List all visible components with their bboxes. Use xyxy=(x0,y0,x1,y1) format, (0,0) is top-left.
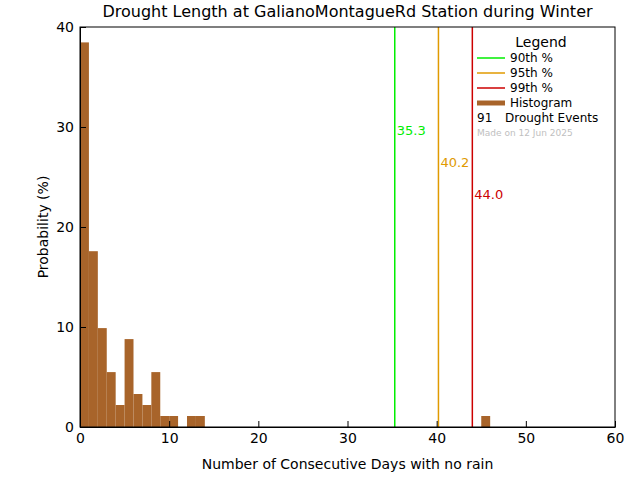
x-tick: 50 xyxy=(517,421,535,446)
y-tick-mark xyxy=(80,427,86,428)
histogram-bar xyxy=(169,416,178,427)
histogram-bar xyxy=(134,394,143,427)
histogram-bar xyxy=(116,405,125,427)
histogram-bar xyxy=(187,416,196,427)
legend-swatch xyxy=(477,72,505,74)
y-tick: 20 xyxy=(56,219,86,235)
x-tick: 40 xyxy=(428,421,446,446)
y-axis-title: Probability (%) xyxy=(35,176,51,279)
x-tick-mark xyxy=(437,421,438,427)
x-tick-label: 10 xyxy=(161,430,179,446)
x-tick: 10 xyxy=(161,421,179,446)
x-tick-mark xyxy=(258,421,259,427)
x-axis-title: Number of Consecutive Days with no rain xyxy=(202,456,494,472)
x-tick-label: 0 xyxy=(76,430,85,446)
x-tick-label: 50 xyxy=(517,430,535,446)
y-tick: 40 xyxy=(56,19,86,35)
x-axis: 0 10 20 30 40 50 60 xyxy=(76,421,624,446)
y-tick-label: 20 xyxy=(56,219,74,235)
legend-swatch xyxy=(477,87,505,89)
histogram-bar xyxy=(89,251,98,427)
y-tick: 30 xyxy=(56,119,86,135)
x-tick: 20 xyxy=(250,421,268,446)
x-axis-line xyxy=(81,427,616,428)
percentile-line xyxy=(472,27,474,427)
histogram-bar xyxy=(481,416,490,427)
x-tick-mark xyxy=(169,421,170,427)
x-tick-mark xyxy=(615,421,616,427)
y-tick-label: 40 xyxy=(56,19,74,35)
title: Drought Length at GalianoMontagueRd Stat… xyxy=(102,2,593,21)
x-tick-label: 60 xyxy=(607,430,625,446)
legend: Legend90th %95th %99th %Histogram 91 Droug… xyxy=(477,34,598,138)
plot-frame xyxy=(80,27,615,427)
footnote: Made on 12 Jun 2025 xyxy=(477,128,573,138)
x-tick-mark xyxy=(526,421,527,427)
y-tick-label: 30 xyxy=(56,119,74,135)
y-tick-mark xyxy=(80,327,86,328)
legend-label: 99th % xyxy=(510,81,553,95)
histogram-bar xyxy=(142,405,151,427)
x-tick-label: 40 xyxy=(428,430,446,446)
x-tick-label: 20 xyxy=(250,430,268,446)
y-tick-mark xyxy=(80,127,86,128)
y-axis: 0 10 20 30 40 xyxy=(56,19,86,435)
legend-title: Legend xyxy=(515,34,566,50)
y-tick: 0 xyxy=(65,419,86,435)
event-label: Drought Events xyxy=(505,111,598,125)
y-tick-mark xyxy=(80,227,86,228)
legend-swatch xyxy=(477,101,505,106)
legend-label: Histogram xyxy=(510,96,572,110)
histogram-bar xyxy=(107,372,116,427)
legend-swatch xyxy=(477,57,505,59)
histogram-bar xyxy=(160,416,169,427)
x-tick-mark xyxy=(348,421,349,427)
histogram-bar xyxy=(80,42,89,427)
histogram-bar xyxy=(125,339,134,427)
event-count: 91 xyxy=(477,111,492,125)
histogram-bar xyxy=(151,372,160,427)
percentile-label: 40.2 xyxy=(440,155,469,170)
y-tick-mark xyxy=(80,27,86,28)
x-tick: 60 xyxy=(607,421,625,446)
percentile-line xyxy=(394,27,396,427)
histogram-bar xyxy=(196,416,205,427)
y-tick-label: 10 xyxy=(56,319,74,335)
x-tick-label: 30 xyxy=(339,430,357,446)
x-tick: 30 xyxy=(339,421,357,446)
percentile-label: 44.0 xyxy=(474,187,503,202)
y-tick-label: 0 xyxy=(65,419,74,435)
percentile-label: 35.3 xyxy=(397,123,426,138)
y-tick: 10 xyxy=(56,319,86,335)
plot-area xyxy=(80,27,490,427)
percentile-line xyxy=(438,27,440,427)
histogram-bar xyxy=(98,328,107,427)
legend-label: 95th % xyxy=(510,66,553,80)
chart: Drought Length at GalianoMontagueRd Stat… xyxy=(0,0,640,480)
legend-label: 90th % xyxy=(510,51,553,65)
